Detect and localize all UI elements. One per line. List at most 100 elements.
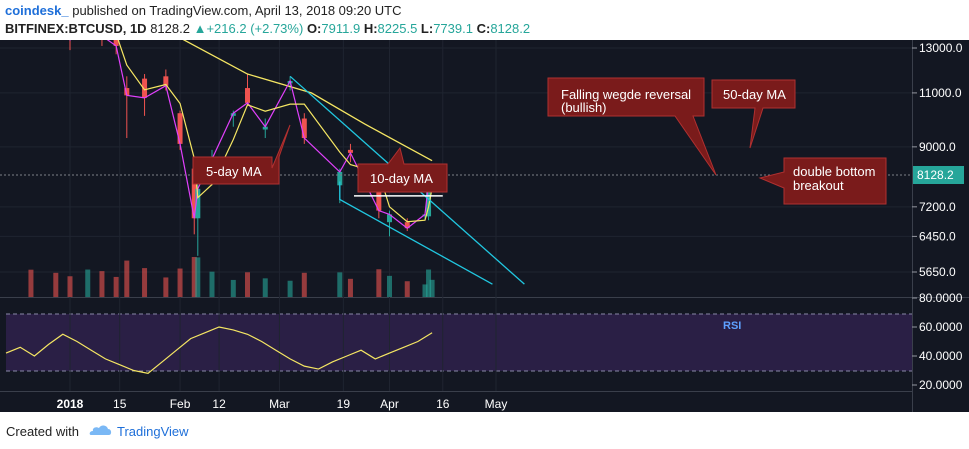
- volume-bar: [67, 276, 73, 297]
- rsi-tick-label: 80.0000: [919, 291, 963, 305]
- volume-bar: [163, 277, 169, 297]
- double-bottom-callout[interactable]: double bottom breakout: [758, 157, 887, 205]
- price-tick-label: 7200.0: [919, 200, 956, 214]
- tradingview-link[interactable]: TradingView: [117, 424, 189, 439]
- falling-wedge-callout[interactable]: Falling wegde reversal (bullish): [547, 77, 717, 176]
- volume-bar: [245, 272, 250, 297]
- price-tick-label: 5650.0: [919, 265, 956, 279]
- annotation-callouts: 5-day MA 10-day MA Falling wegde reversa…: [192, 77, 887, 332]
- up-arrow-icon: ▲: [193, 21, 207, 36]
- last-price: 8128.2: [150, 21, 190, 36]
- volume-bar: [337, 272, 343, 297]
- open-value: 7911.9: [321, 21, 361, 36]
- volume-bar: [404, 281, 410, 297]
- wedge-lower-line: [339, 181, 493, 285]
- time-tick-label: May: [485, 397, 508, 411]
- candle-body: [337, 171, 343, 186]
- last-price-tag-text: 8128.2: [917, 168, 954, 182]
- volume-bar: [53, 272, 59, 297]
- volume-bar: [99, 271, 105, 297]
- double-bottom-label-1: double bottom: [793, 164, 875, 179]
- price-axis[interactable]: 13000.0 11000.0 9000.0 7200.0 6450.0 5650.0: [912, 41, 963, 279]
- time-tick-label: 12: [212, 397, 226, 411]
- candle-body: [163, 76, 169, 86]
- created-with-label: Created with: [6, 424, 79, 439]
- time-axis[interactable]: 2018 15 Feb 12 Mar 19 Apr 16 May: [57, 397, 508, 411]
- candle-body: [347, 149, 353, 153]
- volume-bar: [426, 269, 432, 297]
- high-label: H:: [363, 21, 378, 36]
- ma5-callout[interactable]: 5-day MA: [192, 124, 291, 185]
- volume-bar: [177, 268, 183, 297]
- volume-bar: [85, 269, 91, 297]
- price-tick-label: 9000.0: [919, 140, 956, 154]
- falling-wedge-label-2: (bullish): [561, 100, 607, 115]
- close-value: 8128.2: [490, 21, 531, 36]
- open-label: O:: [306, 21, 322, 36]
- candle-body: [142, 78, 148, 98]
- rsi-line: [5, 326, 433, 375]
- volume-bar: [262, 278, 268, 297]
- rsi-tick-label: 20.0000: [919, 378, 963, 392]
- time-tick-label: 15: [113, 397, 127, 411]
- chart-area[interactable]: 5-day MA 10-day MA Falling wegde reversa…: [0, 0, 969, 412]
- volume-bar: [28, 269, 34, 297]
- volume-bar: [429, 279, 435, 297]
- volume-bar: [387, 275, 392, 297]
- price-tick-label: 6450.0: [919, 229, 956, 243]
- price-chart[interactable]: 5-day MA 10-day MA Falling wegde reversa…: [0, 0, 969, 412]
- time-tick-label: Mar: [269, 397, 290, 411]
- high-value: 8225.5: [377, 21, 418, 36]
- low-label: L:: [420, 21, 434, 36]
- publish-line: coindesk_ published on TradingView.com, …: [5, 3, 402, 18]
- candle-body: [195, 188, 201, 219]
- volume-bar: [422, 284, 428, 297]
- volume-bar: [376, 269, 382, 297]
- candle-body: [387, 214, 392, 223]
- volume-bar: [209, 271, 215, 297]
- volume-bars: [28, 257, 435, 297]
- publish-info: published on TradingView.com, April 13, …: [72, 3, 402, 18]
- rsi-label: RSI: [723, 320, 741, 332]
- candle-body: [422, 214, 428, 217]
- ma50-label: 50-day MA: [723, 87, 786, 102]
- time-tick-label: Feb: [170, 397, 191, 411]
- volume-bar: [347, 278, 353, 297]
- footer: Created with TradingView: [0, 412, 969, 449]
- volume-bar: [230, 279, 236, 297]
- grid-lines: [0, 40, 912, 391]
- low-value: 7739.1: [433, 21, 473, 36]
- author-brand[interactable]: coindesk_: [5, 3, 69, 18]
- close-label: C:: [476, 21, 491, 36]
- candle-body: [191, 168, 197, 219]
- candle-body: [404, 222, 410, 229]
- volume-bar: [195, 257, 201, 297]
- rsi-axis[interactable]: 80.0000 60.0000 40.0000 20.0000: [912, 291, 963, 392]
- ohlc-line: BITFINEX:BTCUSD, 1D 8128.2 ▲+216.2 (+2.7…: [5, 21, 530, 36]
- volume-bar: [124, 260, 130, 297]
- chart-header: coindesk_ published on TradingView.com, …: [0, 0, 969, 40]
- volume-bar: [142, 268, 148, 297]
- candle-body: [124, 88, 130, 96]
- rsi-tick-label: 60.0000: [919, 320, 963, 334]
- time-tick-label: Apr: [380, 397, 399, 411]
- candle-body: [245, 88, 250, 103]
- candle-body: [177, 113, 183, 144]
- rsi-tick-label: 40.0000: [919, 349, 963, 363]
- volume-bar: [113, 276, 119, 297]
- time-tick-label: 19: [337, 397, 351, 411]
- candle-body: [262, 126, 268, 130]
- price-tick-label: 13000.0: [919, 41, 963, 55]
- rsi-band: [6, 314, 912, 371]
- change-value: +216.2 (+2.73%): [206, 21, 304, 36]
- double-bottom-label-2: breakout: [793, 178, 844, 193]
- candle-body: [113, 35, 119, 46]
- ma10-callout[interactable]: 10-day MA: [357, 146, 448, 193]
- ma50-callout[interactable]: 50-day MA: [711, 79, 796, 149]
- tradingview-cloud-icon[interactable]: [88, 423, 112, 437]
- ma10-label: 10-day MA: [370, 171, 433, 186]
- volume-bar: [287, 280, 293, 297]
- volume-bar: [191, 257, 197, 297]
- falling-wedge-label-1: Falling wegde reversal: [561, 87, 691, 102]
- time-tick-label: 16: [436, 397, 450, 411]
